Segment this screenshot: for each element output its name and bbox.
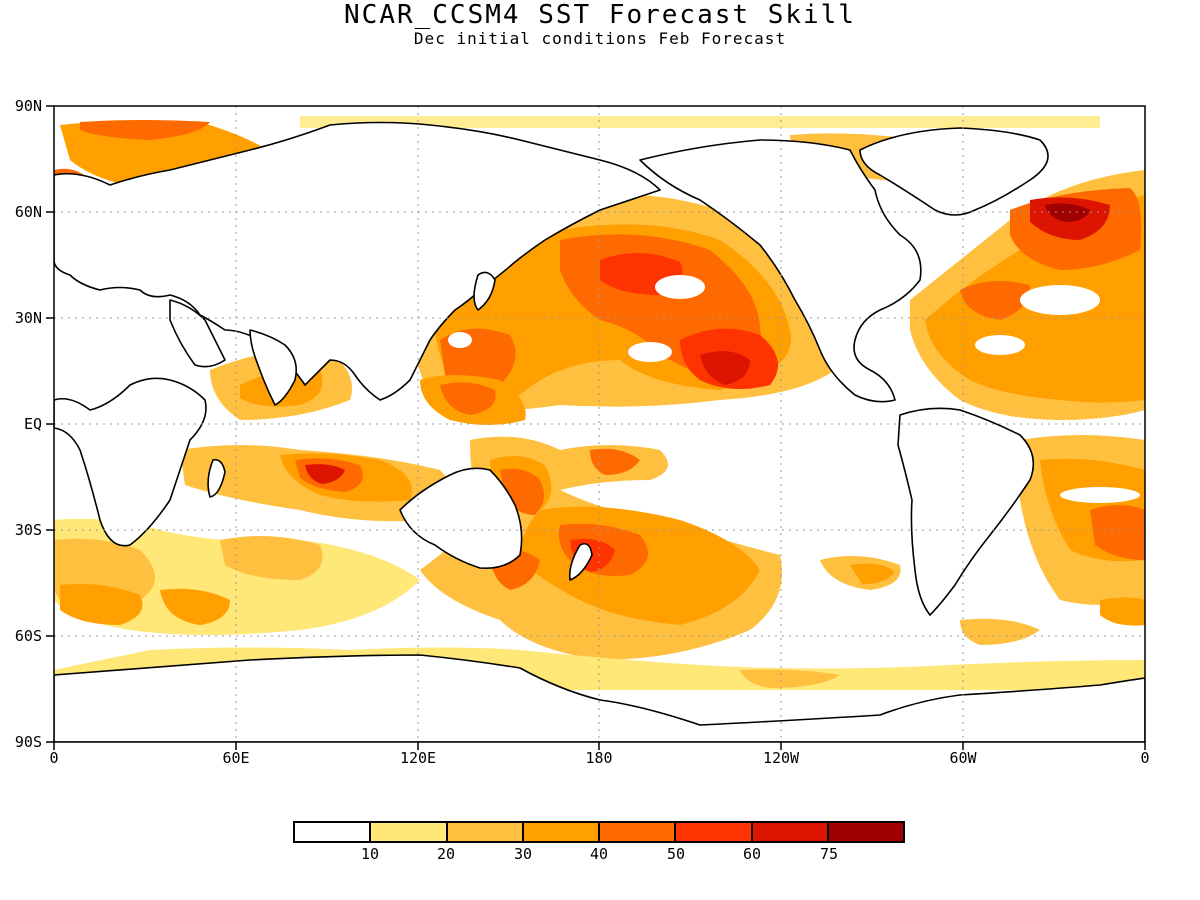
skill-region-w-pacific — [440, 382, 496, 415]
skill-region-n-atlantic — [960, 281, 1030, 320]
colorbar-label: 40 — [589, 845, 609, 863]
colorbar-swatch — [447, 823, 524, 841]
skill-gap — [448, 332, 472, 348]
skill-region-arctic — [80, 120, 210, 140]
lon-label: 180 — [585, 749, 613, 767]
skill-gap — [1060, 487, 1140, 503]
continent-eurasia — [54, 121, 661, 401]
colorbar-label: 75 — [819, 845, 839, 863]
continent-australia — [399, 467, 523, 570]
island-new-zealand — [568, 542, 593, 581]
lat-label: 90N — [14, 97, 42, 115]
colorbar-label: 30 — [513, 845, 533, 863]
lon-label: 120W — [762, 749, 800, 767]
island-madagascar — [207, 458, 226, 498]
lat-label: 30S — [14, 521, 42, 539]
colorbar-swatch — [676, 823, 753, 841]
skill-region-arctic — [300, 116, 1100, 128]
continent-south-america — [897, 407, 1035, 616]
colorbar-label: 60 — [742, 845, 762, 863]
skill-region-s-indian — [54, 518, 420, 635]
colorbar-swatch — [600, 823, 677, 841]
colorbar-swatch — [295, 823, 372, 841]
lat-label: 60S — [14, 627, 42, 645]
skill-region-s-indian — [160, 588, 230, 625]
lat-label: 90S — [14, 733, 42, 751]
skill-gap — [620, 488, 720, 512]
axis-ticks — [46, 105, 1146, 750]
skill-region-southern — [1100, 597, 1145, 626]
skill-shading — [54, 116, 1145, 742]
skill-gap — [655, 275, 705, 299]
skill-region-n-atlantic — [1045, 203, 1090, 222]
skill-gap — [628, 342, 672, 362]
skill-region-s-atlantic — [1090, 505, 1145, 560]
lon-label: 60W — [949, 749, 977, 767]
map-title: NCAR_CCSM4 SST Forecast Skill — [344, 0, 856, 30]
lon-label: 0 — [49, 749, 59, 767]
lat-label: EQ — [23, 415, 42, 433]
peninsula-india — [249, 329, 298, 406]
peninsula-arabia — [169, 299, 226, 368]
lon-label: 0 — [1140, 749, 1150, 767]
skill-region-southern — [960, 618, 1040, 645]
island-greenland — [859, 127, 1049, 216]
skill-region-s-indian — [60, 583, 143, 625]
lat-label: 60N — [14, 203, 42, 221]
skill-region-se-pacific — [850, 563, 895, 585]
continent-north-america — [639, 139, 922, 403]
skill-region-s-pacific — [590, 448, 640, 475]
continent-antarctica — [54, 654, 1145, 742]
skill-region-n-pacific — [700, 351, 750, 385]
colorbar-swatch — [371, 823, 448, 841]
land-masks — [54, 121, 1145, 742]
lat-label: 30N — [14, 309, 42, 327]
lon-label: 60E — [222, 749, 250, 767]
skill-region-indian — [305, 464, 345, 484]
skill-region-s-indian — [220, 536, 323, 580]
colorbar-swatch — [828, 823, 903, 841]
colorbar-swatch — [523, 823, 600, 841]
skill-region-southern — [740, 669, 840, 688]
colorbar-label: 10 — [360, 845, 380, 863]
map-subtitle: Dec initial conditions Feb Forecast — [413, 29, 787, 48]
lon-label: 120E — [399, 749, 437, 767]
skill-gap — [975, 335, 1025, 355]
colorbar-label: 50 — [666, 845, 686, 863]
skill-gap — [1020, 285, 1100, 315]
island-japan — [473, 271, 496, 311]
continent-africa — [54, 377, 207, 547]
graticule — [54, 106, 1145, 742]
colorbar — [293, 821, 905, 843]
colorbar-label: 20 — [436, 845, 456, 863]
colorbar-swatch — [752, 823, 829, 841]
